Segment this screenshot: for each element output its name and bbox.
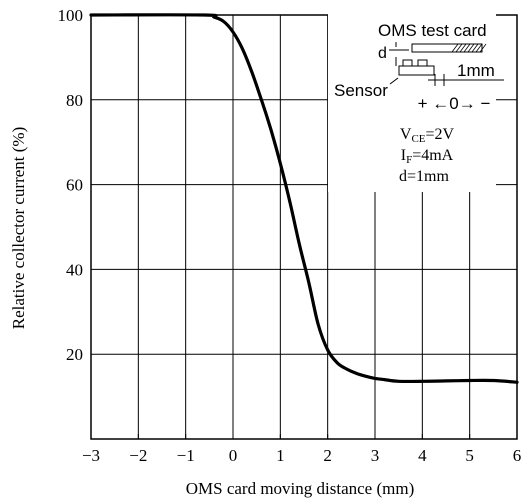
condition-vce: VCE=2V — [400, 126, 455, 145]
hatch-line — [467, 43, 475, 53]
x-tick-labels: −3 −2 −1 0 1 2 3 4 5 6 — [82, 446, 521, 465]
x-tick-label: 1 — [276, 446, 285, 465]
oms-card-hatching — [451, 43, 487, 53]
tick-marks — [90, 434, 518, 439]
sensor-body — [398, 65, 435, 76]
inset-diagram: OMS test card d Sensor 1mm + ←0→ − VCE=2… — [328, 12, 504, 192]
direction-label: + ←0→ − — [418, 94, 491, 113]
hatch-line — [471, 43, 479, 53]
sensor-leader-line — [389, 77, 399, 85]
y-tick-label: 60 — [66, 176, 83, 195]
oms-card-shape — [411, 43, 483, 53]
sensor-label: Sensor — [334, 81, 388, 100]
hatch-line — [459, 43, 467, 53]
inset-background — [328, 12, 496, 192]
plot-frame — [90, 14, 518, 440]
x-tick-label: 0 — [229, 446, 238, 465]
hatch-line — [451, 43, 459, 53]
x-tick-label: −2 — [129, 446, 147, 465]
x-axis-label: OMS card moving distance (mm) — [186, 479, 415, 498]
sensor-element-left — [402, 59, 413, 67]
series-line — [89, 13, 519, 384]
condition-if: IF=4mA — [401, 147, 454, 166]
y-tick-label: 100 — [58, 6, 84, 25]
x-tick-label: −1 — [177, 446, 195, 465]
hatch-line — [463, 43, 471, 53]
x-tick-label: −3 — [82, 446, 100, 465]
condition-d: d=1mm — [399, 168, 449, 185]
mm-label: 1mm — [457, 61, 495, 80]
y-tick-labels: 20 40 60 80 100 — [58, 6, 84, 364]
x-tick-label: 6 — [513, 446, 522, 465]
y-tick-label: 20 — [66, 345, 83, 364]
sensor-element-right — [417, 59, 428, 67]
d-label: d — [378, 45, 387, 62]
x-tick-label: 4 — [418, 446, 427, 465]
y-tick-label: 80 — [66, 91, 83, 110]
y-axis-label: Relative collector current (%) — [9, 127, 28, 329]
hatch-line — [475, 43, 483, 53]
y-tick-label: 40 — [66, 260, 83, 279]
x-tick-label: 3 — [371, 446, 380, 465]
x-tick-label: 2 — [323, 446, 332, 465]
oms-card-label: OMS test card — [378, 21, 487, 40]
hatch-line — [479, 43, 487, 53]
hatch-line — [455, 43, 463, 53]
x-tick-label: 5 — [465, 446, 474, 465]
